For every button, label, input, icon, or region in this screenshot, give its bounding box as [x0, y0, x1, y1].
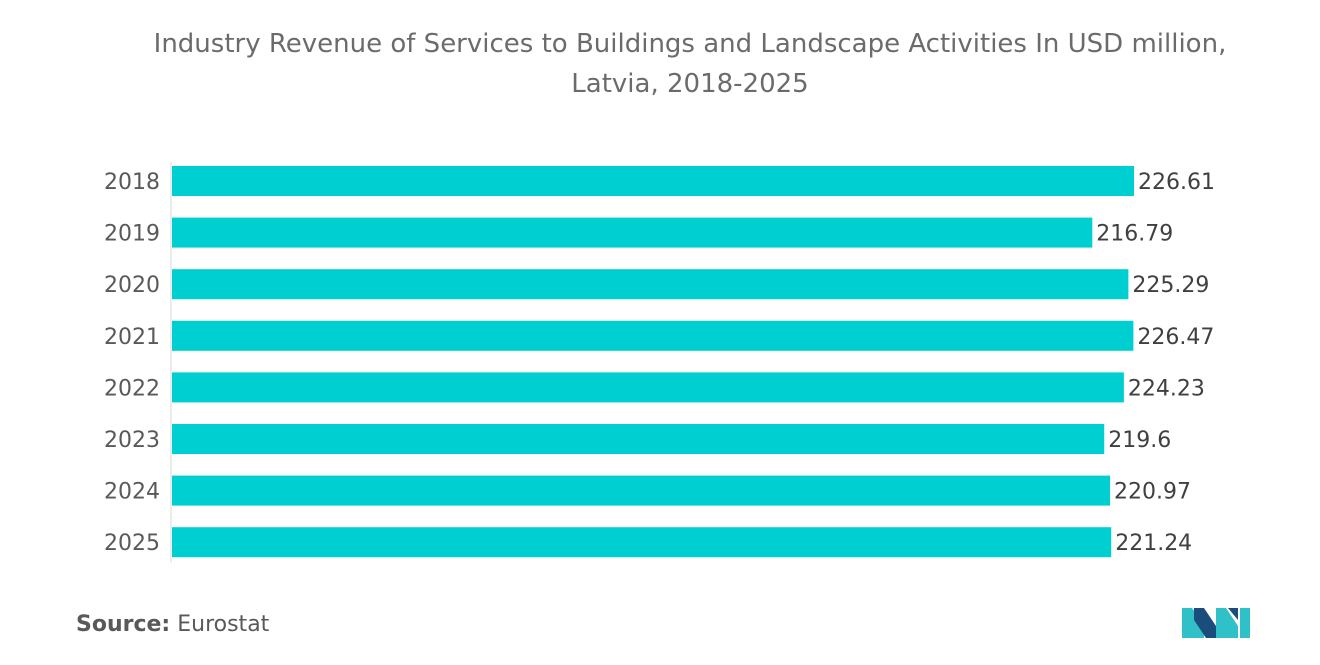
y-tick-label-2025: 2025 — [104, 531, 160, 556]
y-tick-label-2019: 2019 — [104, 222, 160, 247]
source-note: Source: Eurostat — [76, 612, 269, 637]
bar-2019 — [172, 217, 1093, 248]
y-tick-label-2020: 2020 — [104, 273, 160, 298]
data-label-2020: 225.29 — [1132, 273, 1209, 298]
bar-2020 — [172, 269, 1129, 300]
data-label-2018: 226.61 — [1138, 170, 1215, 195]
chart-title: Industry Revenue of Services to Building… — [153, 29, 1227, 59]
chart-title-block: Industry Revenue of Services to Building… — [60, 24, 1320, 104]
source-value: Eurostat — [177, 612, 270, 637]
y-tick-label-2018: 2018 — [104, 170, 160, 195]
y-tick-label-2022: 2022 — [104, 376, 160, 401]
bar-2021 — [172, 320, 1134, 351]
bar-2023 — [172, 424, 1105, 454]
bar-2025 — [172, 527, 1112, 558]
source-label: Source: — [76, 612, 171, 637]
bar-2018 — [172, 166, 1134, 196]
data-label-2025: 221.24 — [1115, 531, 1192, 556]
y-tick-label-2023: 2023 — [104, 428, 160, 453]
data-label-2022: 224.23 — [1128, 376, 1205, 401]
data-label-2019: 216.79 — [1096, 222, 1173, 247]
data-label-2024: 220.97 — [1114, 480, 1191, 505]
data-label-2023: 219.6 — [1108, 428, 1171, 453]
bar-2022 — [172, 372, 1124, 403]
bar-2024 — [172, 475, 1111, 506]
y-tick-label-2021: 2021 — [104, 325, 160, 350]
y-tick-label-2024: 2024 — [104, 480, 160, 505]
chart-subtitle: Latvia, 2018-2025 — [571, 69, 809, 99]
data-label-2021: 226.47 — [1137, 325, 1214, 350]
mordor-intelligence-logo-icon — [1182, 608, 1250, 638]
